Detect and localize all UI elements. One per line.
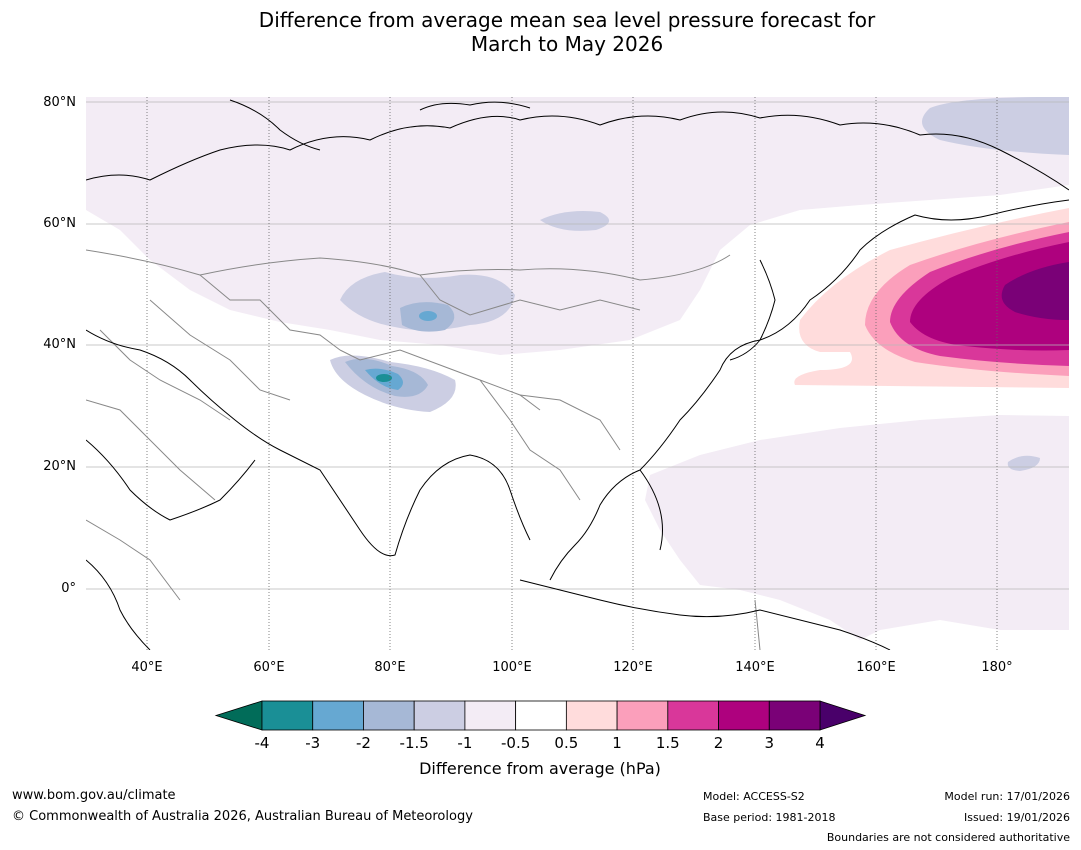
footer-website: www.bom.gov.au/climate <box>12 788 176 803</box>
colorbar-tick-label: -3 <box>305 734 321 752</box>
footer-issued: Issued: 19/01/2026 <box>963 811 1070 824</box>
colorbar-segment <box>667 700 719 731</box>
lat-label-20n: 20°N <box>43 459 76 474</box>
anomaly-patch-siberia <box>540 211 610 231</box>
anomaly-patch-steppe-core <box>419 311 437 321</box>
colorbar-segment <box>718 700 770 731</box>
colorbar-tick-label: -1.5 <box>399 734 429 752</box>
footer-copyright: © Commonwealth of Australia 2026, Austra… <box>12 809 473 824</box>
pressure-anomaly-map <box>86 97 1069 650</box>
colorbar-tick-label: -1 <box>457 734 473 752</box>
colorbar-segment <box>312 700 364 731</box>
colorbar-segment <box>261 700 314 731</box>
latitude-gridlines <box>86 101 1069 590</box>
colorbar-segment <box>464 700 517 731</box>
colorbar-tick-label: -4 <box>254 734 270 752</box>
map-title: Difference from average mean sea level p… <box>0 8 1081 56</box>
colorbar-extend-low <box>214 700 263 731</box>
footer-base-period: Base period: 1981-2018 <box>703 811 836 824</box>
lon-label-120e: 120°E <box>613 660 653 675</box>
colorbar-segment <box>616 700 669 731</box>
lon-label-160e: 160°E <box>856 660 896 675</box>
colorbar-segment <box>363 700 415 731</box>
colorbar-tick-label: -0.5 <box>500 734 531 752</box>
colorbar-tick-label: 2 <box>713 734 724 752</box>
lat-label-60n: 60°N <box>43 216 76 231</box>
colorbar-extend-high <box>819 700 867 731</box>
lat-label-40n: 40°N <box>43 337 76 352</box>
anomaly-region-north-pacific-2 <box>910 242 1069 351</box>
colorbar-tick-label: 1 <box>612 734 622 752</box>
colorbar-tick-label: -2 <box>355 734 371 752</box>
lon-label-180: 180° <box>981 660 1013 675</box>
colorbar-tick-label: 3 <box>764 734 775 752</box>
colorbar-tick-label: 0.5 <box>554 734 579 752</box>
anomaly-region-pacific-low <box>645 415 1069 640</box>
title-line-1: Difference from average mean sea level p… <box>258 8 876 32</box>
title-line-2: March to May 2026 <box>470 32 664 56</box>
country-boundaries <box>86 249 761 650</box>
footer-model: Model: ACCESS-S2 <box>703 790 805 803</box>
lon-label-40e: 40°E <box>131 660 163 675</box>
anomaly-patch-central-asia <box>340 272 515 331</box>
colorbar-label: Difference from average (hPa) <box>419 759 661 778</box>
lon-label-140e: 140°E <box>735 660 775 675</box>
anomaly-patch-karakoram-min <box>376 374 392 382</box>
lon-label-100e: 100°E <box>492 660 532 675</box>
footer-model-run: Model run: 17/01/2026 <box>944 790 1070 803</box>
lon-label-60e: 60°E <box>253 660 285 675</box>
footer-disclaimer: Boundaries are not considered authoritat… <box>826 831 1070 844</box>
colorbar-tick-label: 4 <box>815 734 825 752</box>
colorbar-segment <box>565 700 618 731</box>
colorbar-tick-label: 1.5 <box>655 734 680 752</box>
colorbar-segment <box>413 700 466 731</box>
colorbar-segment <box>515 700 567 731</box>
longitude-gridlines <box>146 97 998 650</box>
lat-label-80n: 80°N <box>43 95 76 110</box>
colorbar-segment <box>768 700 821 731</box>
lat-label-0: 0° <box>61 581 76 596</box>
coastlines <box>86 99 1069 650</box>
anomaly-patch-arctic <box>922 97 1069 155</box>
lon-label-80e: 80°E <box>374 660 406 675</box>
anomaly-region-north-pacific-3 <box>1001 262 1069 320</box>
